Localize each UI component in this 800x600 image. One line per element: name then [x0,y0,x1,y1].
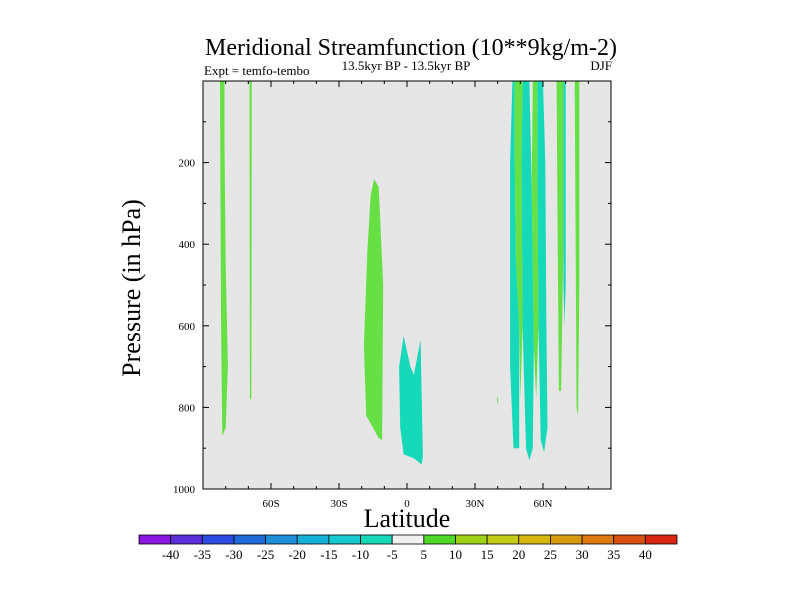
colorbar-swatch [455,534,488,545]
contour-region-d [399,336,423,465]
y-tick-label: 600 [179,321,196,333]
colorbar-label: 35 [607,547,620,562]
colorbar-label: 15 [481,547,494,562]
contour-region-g [537,81,548,453]
colorbar-label: 5 [421,547,428,562]
x-tick-label: 60S [262,498,279,510]
contour-region-l [574,81,580,416]
colorbar-swatch [550,534,583,545]
y-tick-label: 800 [179,402,196,414]
contour-region-b [249,81,252,400]
colorbar-swatch [391,534,425,545]
colorbar-swatch [138,534,172,545]
period-label: 13.5kyr BP - 13.5kyr BP [342,58,471,73]
contour-region-e [510,81,520,449]
contour-region-c [363,178,384,440]
colorbar-swatch [423,534,456,545]
colorbar-swatch [486,534,520,545]
colorbar-label: -25 [257,547,274,562]
colorbar-label: -40 [162,547,179,562]
colorbar-swatch [644,534,678,545]
colorbar-label: -10 [352,547,369,562]
contour-region-a [220,81,228,437]
contour-region-j [556,81,564,392]
colorbar-label: 25 [544,547,557,562]
x-axis-label: Latitude [364,504,451,533]
contour-region-i [531,81,539,400]
y-axis: 200 400 600 800 1000 [173,121,611,496]
contour-region-m [497,397,499,404]
colorbar-label: 20 [512,547,525,562]
contour-regions [220,81,580,465]
y-tick-label: 1000 [173,484,196,496]
colorbar-label: 10 [449,547,462,562]
x-tick-label: 30S [330,498,347,510]
colorbar-swatch [265,534,298,545]
colorbar: -40 -35 -30 -25 -20 -15 -10 -5 5 10 15 20 25 30 35 40 [138,534,678,562]
y-axis-label: Pressure (in hPa) [117,199,146,377]
x-tick-label: 60N [534,498,553,510]
colorbar-label: -15 [320,547,337,562]
colorbar-label: 30 [576,547,589,562]
experiment-label: Expt = temfo-tembo [204,63,310,78]
contour-region-k [563,81,566,326]
colorbar-label: 40 [639,547,652,562]
chart-title: Meridional Streamfunction (10**9kg/m-2) [205,35,617,61]
colorbar-label: -35 [194,547,211,562]
x-tick-label: 30N [466,498,485,510]
x-tick-label: 0 [404,498,410,510]
colorbar-swatch [328,534,361,545]
colorbar-swatch [233,534,266,545]
colorbar-label: -5 [387,547,398,562]
colorbar-swatch [518,534,551,545]
colorbar-label: -20 [289,547,306,562]
y-tick-label: 400 [179,239,196,251]
x-axis: 60S 30S 0 30N 60N [225,81,589,510]
contour-region-h [514,81,523,400]
y-tick-label: 200 [179,158,196,170]
colorbar-swatch [360,534,393,545]
colorbar-label: -30 [225,547,242,562]
contour-region-f [521,81,534,461]
colorbar-swatch [581,534,615,545]
colorbar-swatch [296,534,330,545]
season-label: DJF [590,58,612,73]
colorbar-swatch [613,534,646,545]
colorbar-swatch [201,534,235,545]
colorbar-swatch [170,534,203,545]
